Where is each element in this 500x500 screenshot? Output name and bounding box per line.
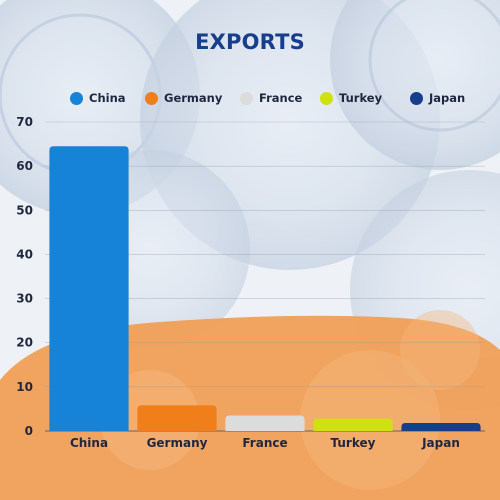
y-tick-label: 40: [16, 247, 33, 261]
legend-label: China: [89, 91, 126, 105]
x-tick-label: Japan: [421, 436, 460, 450]
y-tick-label: 0: [25, 424, 33, 438]
y-tick-label: 10: [16, 380, 33, 394]
legend-item: Japan: [410, 91, 465, 105]
chart-title: EXPORTS: [195, 30, 305, 54]
legend-item: Turkey: [320, 91, 382, 105]
bar-turkey: [313, 418, 393, 431]
chart-legend: China Germany France Turkey Japan: [0, 91, 500, 107]
legend-label: Germany: [164, 91, 223, 105]
legend-swatch: [145, 91, 158, 105]
x-tick-label: Turkey: [331, 436, 376, 450]
bar-japan: [401, 423, 481, 431]
legend-swatch: [240, 91, 253, 105]
legend-item: China: [70, 91, 126, 105]
y-tick-label: 70: [16, 115, 33, 129]
bar-china: [49, 146, 129, 431]
bar-germany: [137, 405, 217, 431]
legend-swatch: [410, 91, 423, 105]
legend-swatch: [70, 91, 83, 105]
legend-item: France: [240, 91, 302, 105]
x-tick-label: France: [242, 436, 287, 450]
legend-item: Germany: [145, 91, 222, 105]
legend-swatch: [320, 91, 333, 105]
x-tick-label: China: [70, 436, 108, 450]
y-tick-label: 60: [16, 159, 33, 173]
y-tick-label: 30: [16, 292, 33, 306]
legend-label: France: [259, 91, 303, 105]
x-tick-label: Germany: [147, 436, 208, 450]
legend-label: Japan: [429, 91, 466, 105]
y-tick-label: 20: [16, 336, 33, 350]
y-tick-label: 50: [16, 203, 33, 217]
bar-france: [225, 415, 305, 431]
legend-label: Turkey: [339, 91, 383, 105]
